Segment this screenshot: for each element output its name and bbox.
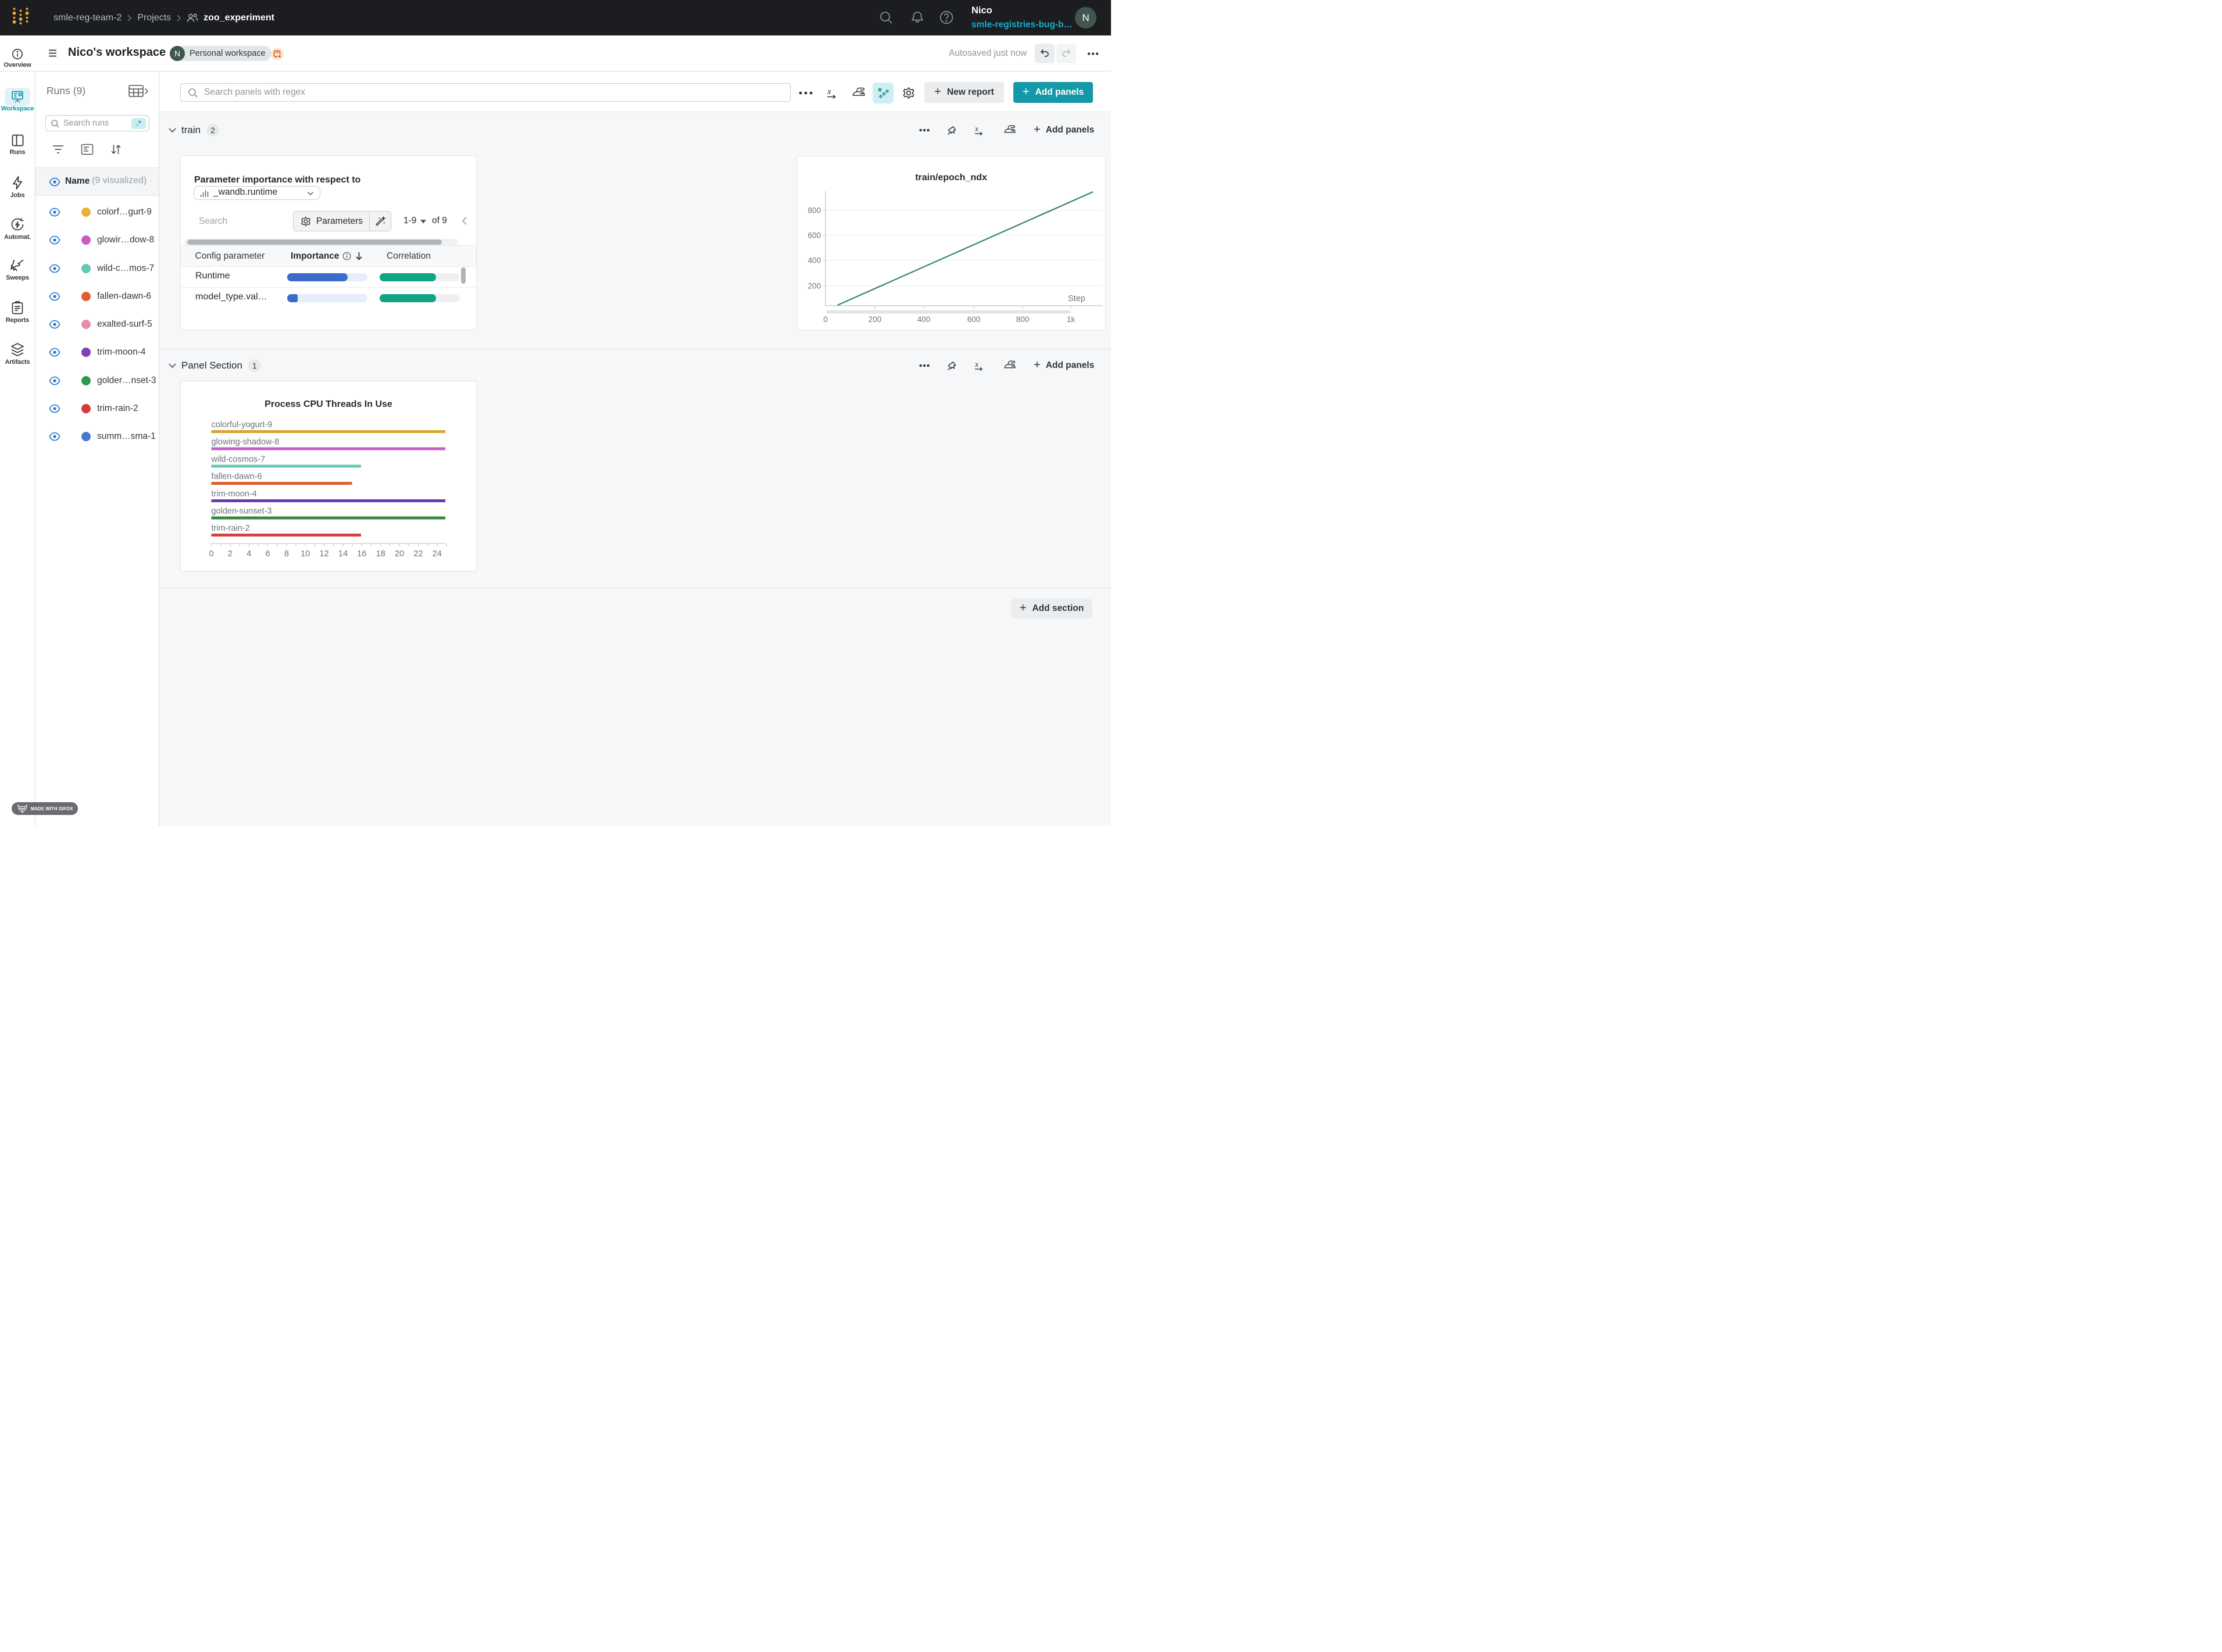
svg-text:0: 0 — [823, 315, 828, 324]
svg-text:200: 200 — [808, 282, 821, 291]
svg-text:trim-rain-2: trim-rain-2 — [212, 524, 250, 533]
svg-text:Step: Step — [1068, 294, 1085, 303]
svg-text:18: 18 — [376, 549, 385, 559]
svg-text:2: 2 — [228, 549, 233, 559]
svg-text:x: x — [974, 124, 978, 133]
svg-text:400: 400 — [808, 256, 821, 265]
svg-text:trim-moon-4: trim-moon-4 — [212, 489, 257, 499]
svg-text:20: 20 — [395, 549, 404, 559]
svg-text:16: 16 — [357, 549, 366, 559]
svg-text:4: 4 — [247, 549, 251, 559]
svg-text:24: 24 — [433, 549, 442, 559]
svg-text:600: 600 — [967, 315, 981, 324]
svg-text:x: x — [974, 360, 978, 369]
svg-text:400: 400 — [917, 315, 931, 324]
svg-text:golden-sunset-3: golden-sunset-3 — [212, 506, 272, 516]
svg-text:colorful-yogurt-9: colorful-yogurt-9 — [212, 420, 273, 430]
svg-text:14: 14 — [338, 549, 348, 559]
svg-text:600: 600 — [808, 231, 821, 240]
svg-text:fallen-dawn-6: fallen-dawn-6 — [212, 472, 262, 481]
svg-text:22: 22 — [413, 549, 423, 559]
svg-text:800: 800 — [1016, 315, 1030, 324]
svg-text:wild-cosmos-7: wild-cosmos-7 — [211, 455, 266, 464]
svg-text:x: x — [827, 87, 831, 96]
svg-text:200: 200 — [869, 315, 882, 324]
svg-text:10: 10 — [301, 549, 310, 559]
svg-text:12: 12 — [320, 549, 329, 559]
svg-text:6: 6 — [266, 549, 270, 559]
svg-text:800: 800 — [808, 206, 821, 215]
svg-text:glowing-shadow-8: glowing-shadow-8 — [212, 437, 280, 446]
svg-text:0: 0 — [209, 549, 213, 559]
svg-text:8: 8 — [284, 549, 289, 559]
svg-text:1k: 1k — [1067, 315, 1076, 324]
